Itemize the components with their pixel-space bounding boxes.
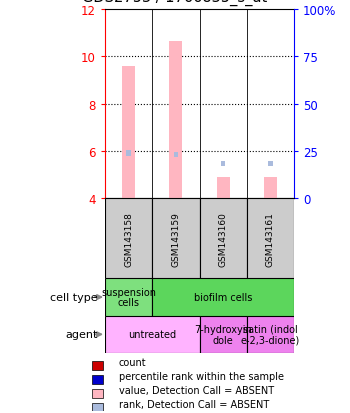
Text: value, Detection Call = ABSENT: value, Detection Call = ABSENT (119, 385, 274, 395)
Bar (92, 361, 103, 370)
Text: GSM143160: GSM143160 (219, 211, 228, 266)
Bar (199, 198, 247, 279)
Text: GDS2753 / 1766835_s_at: GDS2753 / 1766835_s_at (82, 0, 268, 6)
Bar (92, 403, 103, 412)
Text: suspension
cells: suspension cells (101, 287, 156, 308)
Bar (247, 316, 294, 353)
Bar (199, 316, 247, 353)
Bar (122, 66, 135, 198)
Bar (92, 389, 103, 398)
Text: count: count (119, 357, 147, 367)
Bar (221, 161, 225, 167)
Text: untreated: untreated (128, 330, 176, 339)
Text: agent: agent (65, 330, 98, 339)
Text: GSM143161: GSM143161 (266, 211, 275, 266)
Text: GSM143158: GSM143158 (124, 211, 133, 266)
Text: satin (indol
e-2,3-dione): satin (indol e-2,3-dione) (241, 324, 300, 345)
Bar (105, 316, 200, 353)
Text: rank, Detection Call = ABSENT: rank, Detection Call = ABSENT (119, 399, 269, 409)
Text: percentile rank within the sample: percentile rank within the sample (119, 371, 284, 381)
Bar (92, 375, 103, 384)
Text: biofilm cells: biofilm cells (194, 292, 252, 302)
Text: 7-hydroxyin
dole: 7-hydroxyin dole (194, 324, 252, 345)
Bar (152, 279, 294, 316)
Text: GSM143159: GSM143159 (172, 211, 180, 266)
Bar (152, 198, 200, 279)
Bar (217, 177, 230, 198)
Bar (247, 198, 294, 279)
Bar (126, 151, 131, 156)
Bar (105, 198, 152, 279)
Bar (264, 177, 277, 198)
Text: cell type: cell type (50, 292, 98, 302)
Bar (268, 161, 273, 167)
Bar (105, 279, 152, 316)
Bar (169, 42, 182, 198)
Bar (174, 152, 178, 157)
